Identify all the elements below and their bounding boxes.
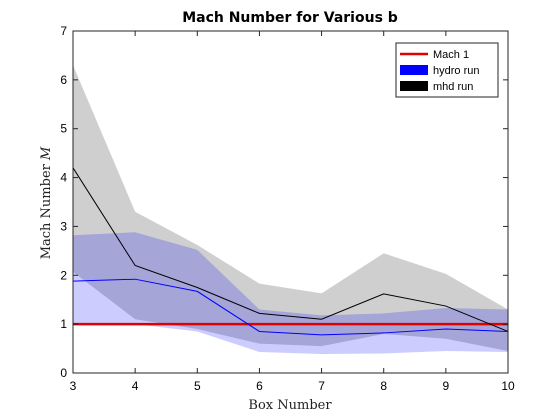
x-tick-label: 8 — [380, 379, 387, 393]
y-tick-label: 0 — [60, 366, 67, 380]
y-tick-label: 4 — [60, 171, 67, 185]
y-tick-label: 2 — [60, 268, 67, 282]
chart-title: Mach Number for Various b — [182, 10, 398, 26]
y-axis-label: Mach Number M — [39, 146, 54, 259]
legend-swatch-mhd-run — [400, 81, 428, 91]
legend-label-hydro-run: hydro run — [433, 65, 479, 77]
series-line-hydro-run — [72, 278, 509, 336]
x-axis-label: Box Number — [248, 398, 332, 413]
x-tick-label: 5 — [194, 379, 201, 393]
y-tick-label: 3 — [60, 219, 67, 233]
x-tick-label: 9 — [443, 379, 450, 393]
x-tick-label: 6 — [256, 379, 263, 393]
y-axis-label-symbol: M — [39, 146, 54, 161]
x-tick-label: 4 — [132, 379, 139, 393]
series-line-mhd-run — [72, 167, 509, 332]
legend: Mach 1 hydro run mhd run — [395, 42, 499, 98]
axes-box — [72, 30, 509, 374]
y-tick-label: 7 — [60, 24, 67, 38]
y-tick-label: 6 — [60, 73, 67, 87]
legend-label-mhd-run: mhd run — [433, 81, 473, 93]
legend-swatch-hydro-run — [400, 65, 428, 75]
x-tick-label: 7 — [318, 379, 325, 393]
y-axis-label-text: Mach Number — [39, 160, 54, 259]
y-tick-label: 1 — [60, 317, 67, 331]
y-tick-label: 5 — [60, 122, 67, 136]
x-tick-label: 3 — [70, 379, 77, 393]
x-tick-label: 10 — [501, 379, 515, 393]
legend-label-mach-1: Mach 1 — [433, 49, 469, 61]
band-mhd-run — [73, 65, 508, 352]
